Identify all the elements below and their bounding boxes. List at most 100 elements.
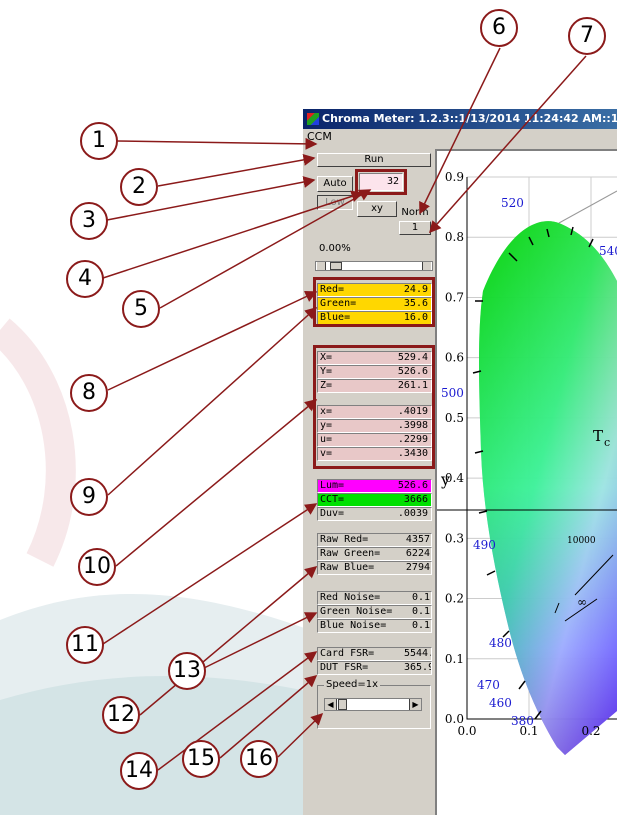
- lum-value: 3666: [403, 494, 428, 505]
- xyz-label: Y=: [320, 366, 333, 377]
- rgb-value: 16.0: [403, 312, 428, 323]
- noise-value: 0.1: [411, 620, 430, 631]
- gain-field[interactable]: 32: [359, 173, 403, 191]
- lum-label: Lum=: [320, 480, 345, 491]
- coords-row: v= .3430: [317, 447, 432, 461]
- wavelength-label: 520: [501, 196, 524, 210]
- locus-tick: [474, 450, 484, 454]
- callout-4: 4: [66, 260, 104, 298]
- lum-value: 526.6: [397, 480, 428, 491]
- fsr-value: 5544.9: [404, 648, 431, 659]
- coords-value: .3430: [397, 448, 428, 459]
- noise-value: 0.1: [411, 592, 430, 603]
- y-tick-label: 0.1: [445, 652, 464, 666]
- y-tick-label: 0.0: [445, 712, 464, 726]
- wavelength-label: 470: [477, 678, 500, 692]
- raw-label: Raw Blue=: [320, 562, 375, 573]
- raw-row: Raw Red= 4357: [317, 533, 432, 547]
- speed-thumb[interactable]: [338, 699, 347, 710]
- percent-slider[interactable]: [315, 261, 433, 271]
- slider-thumb[interactable]: [330, 262, 342, 270]
- xyz-highlight: [313, 345, 435, 469]
- y-axis-label: y: [440, 470, 450, 489]
- app-icon: [307, 113, 319, 125]
- callout-11: 11: [66, 626, 104, 664]
- locus-tick: [534, 710, 542, 720]
- noise-label: Green Noise=: [320, 606, 393, 617]
- y-tick-label: 0.6: [445, 351, 464, 365]
- wavelength-label: 500: [441, 386, 464, 400]
- callout-3: 3: [70, 202, 108, 240]
- fsr-label: DUT FSR=: [320, 662, 369, 673]
- callout-5: 5: [122, 290, 160, 328]
- slider-right-arrow[interactable]: [422, 262, 431, 270]
- coords-label: u=: [320, 434, 333, 445]
- raw-value: 2794: [405, 562, 430, 573]
- percent-label: 0.00%: [319, 243, 351, 254]
- speed-right-arrow[interactable]: ▶: [409, 699, 421, 710]
- raw-label: Raw Red=: [320, 534, 369, 545]
- coords-row: y= .3998: [317, 419, 432, 433]
- callout-7: 7: [568, 17, 606, 55]
- noise-row: Blue Noise= 0.1: [317, 619, 432, 633]
- xyz-label: Z=: [320, 380, 333, 391]
- noise-label: Blue Noise=: [320, 620, 387, 631]
- speed-group: Speed=1x ◀ ▶: [317, 679, 431, 729]
- x-tick-label: 0.1: [519, 724, 538, 738]
- y-tick-label: 0.7: [445, 290, 464, 304]
- rgb-label: Blue=: [320, 312, 351, 323]
- xyz-row: Y= 526.6: [317, 365, 432, 379]
- callout-15: 15: [182, 740, 220, 778]
- menu-bar: CCM: [303, 129, 617, 145]
- speed-scrollbar[interactable]: ◀ ▶: [324, 698, 422, 711]
- chromaticity-chart[interactable]: 0.9 0.8 0.7 0.6 0.5 0.4 0.3 0.2 0.1 0.0 0.0 0.1 0.2 y…: [435, 149, 617, 815]
- noise-row: Green Noise= 0.1: [317, 605, 432, 619]
- y-tick-label: 0.5: [445, 411, 464, 425]
- y-tick-label: 0.4: [445, 471, 464, 485]
- locus-tick: [518, 680, 526, 690]
- coords-label: x=: [320, 406, 333, 417]
- callout-13: 13: [168, 652, 206, 690]
- run-button[interactable]: Run: [317, 153, 431, 167]
- norm-button[interactable]: 1: [399, 221, 431, 235]
- noise-label: Red Noise=: [320, 592, 381, 603]
- callout-1: 1: [80, 122, 118, 160]
- y-tick-label: 0.3: [445, 531, 464, 545]
- fsr-row: Card FSR= 5544.9: [317, 647, 432, 661]
- y-tick-label: 0.2: [445, 592, 464, 606]
- xy-button[interactable]: xy: [357, 201, 397, 217]
- lum-row: CCT= 3666: [317, 493, 432, 507]
- raw-row: Raw Blue= 2794: [317, 561, 432, 575]
- title-bar: Chroma Meter: 1.2.3::1/13/2014 11:24:42 …: [303, 109, 617, 129]
- coords-value: .4019: [397, 406, 428, 417]
- locus-tick: [472, 370, 482, 374]
- auto-button[interactable]: Auto: [317, 176, 353, 192]
- fsr-value: 365.9: [404, 662, 432, 673]
- locus-tick: [486, 570, 496, 576]
- speed-left-arrow[interactable]: ◀: [325, 699, 337, 710]
- coords-label: v=: [320, 448, 333, 459]
- lum-label: Duv=: [320, 508, 345, 519]
- callout-14: 14: [120, 752, 158, 790]
- callout-8: 8: [70, 374, 108, 412]
- wavelength-label: 540: [599, 244, 617, 258]
- low-button[interactable]: Low: [317, 195, 353, 210]
- menu-ccm[interactable]: CCM: [307, 130, 332, 143]
- y-tick-label: 0.9: [445, 170, 464, 184]
- callout-2: 2: [120, 168, 158, 206]
- infinity-label: ∞: [577, 595, 587, 609]
- wavelength-label: 380: [511, 714, 534, 728]
- coords-value: .2299: [397, 434, 428, 445]
- rgb-highlight: [313, 277, 435, 327]
- fsr-row: DUT FSR= 365.9: [317, 661, 432, 675]
- callout-6: 6: [480, 9, 518, 47]
- wavelength-label: 460: [489, 696, 512, 710]
- tc-subscript: c: [604, 436, 610, 449]
- raw-row: Raw Green= 6224: [317, 547, 432, 561]
- locus-tick: [478, 510, 488, 514]
- lum-label: CCT=: [320, 494, 345, 505]
- locus-tick: [588, 238, 594, 248]
- locus-tick: [528, 236, 534, 246]
- raw-value: 4357: [405, 534, 430, 545]
- slider-left-arrow[interactable]: [317, 262, 326, 270]
